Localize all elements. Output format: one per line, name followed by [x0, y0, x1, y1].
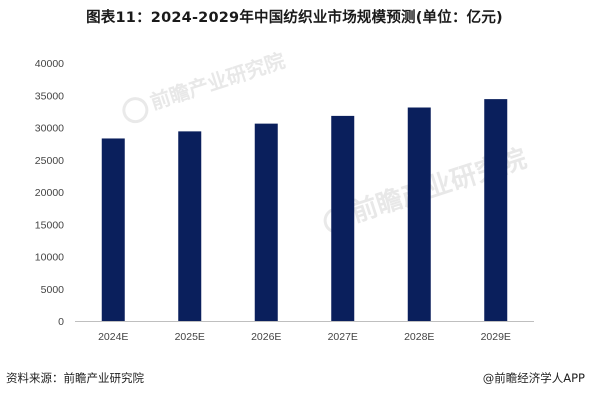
y-tick-label: 0: [58, 316, 64, 328]
y-tick-label: 20000: [35, 187, 64, 199]
bar-2024E: [101, 138, 125, 321]
x-axis: 2024E 2025E 2026E 2027E 2028E 2029E: [98, 331, 511, 343]
bar-2029E: [484, 99, 508, 322]
bar-series: [101, 99, 508, 322]
footer: 资料来源：前瞻产业研究院 @前瞻经济学人APP: [0, 366, 589, 386]
bar-2028E: [407, 107, 431, 321]
y-tick-label: 25000: [35, 155, 64, 167]
x-tick-label: 2028E: [404, 331, 434, 343]
y-tick-label: 10000: [35, 252, 64, 264]
y-tick-label: 5000: [41, 284, 65, 296]
x-tick-label: 2027E: [328, 331, 358, 343]
x-tick-label: 2024E: [98, 331, 128, 343]
bar-2025E: [178, 131, 202, 321]
bar-2026E: [254, 123, 278, 321]
y-tick-label: 15000: [35, 219, 64, 231]
y-tick-label: 30000: [35, 123, 64, 135]
brand-credit: @前瞻经济学人APP: [482, 371, 585, 385]
x-tick-label: 2029E: [481, 331, 511, 343]
y-tick-label: 40000: [35, 58, 64, 70]
source-note: 资料来源：前瞻产业研究院: [6, 371, 144, 385]
chart-title: 图表11：2024-2029年中国纺织业市场规模预测(单位：亿元): [86, 10, 503, 26]
bar-2027E: [331, 115, 355, 321]
x-tick-label: 2026E: [251, 331, 281, 343]
y-axis: 0 5000 10000 15000 20000 25000 30000 35000 40000: [35, 58, 64, 328]
x-tick-label: 2025E: [175, 331, 205, 343]
y-tick-label: 35000: [35, 90, 64, 102]
